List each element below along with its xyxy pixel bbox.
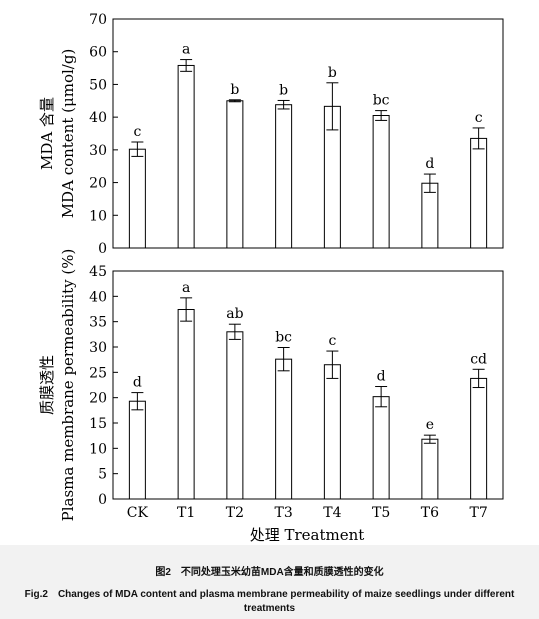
caption-en: Fig.2 Changes of MDA content and plasma … [24,589,515,614]
bar [470,377,488,500]
bar [226,100,244,249]
significance-letter: bc [275,330,292,346]
bar [372,115,390,249]
y-axis-title-zh: 质膜透性 [38,355,56,415]
significance-letter: c [475,110,483,126]
x-tick-label: T2 [226,505,244,521]
y-tick-label: 0 [98,492,107,508]
plot-frame [112,18,504,249]
x-tick-label: T6 [421,505,439,521]
bar [177,64,195,249]
significance-letter: c [133,124,141,140]
y-tick-label: 25 [89,365,107,381]
plot-frame [112,270,504,500]
y-axis-title: MDA content (μmol/g) [59,49,77,219]
y-tick-label: 10 [89,441,107,457]
bar [372,396,390,500]
y-tick-label: 30 [89,143,107,159]
significance-letter: a [182,42,190,58]
significance-letter: ab [226,306,243,322]
bar [421,182,439,249]
significance-letter: c [328,333,336,349]
x-tick-label: T7 [470,505,488,521]
y-tick-label: 10 [89,208,107,224]
y-tick-label: 20 [89,391,107,407]
y-tick-label: 40 [89,110,107,126]
x-tick-label: T1 [177,505,195,521]
permeability-panel: 0 5 10 15 20 25 30 35 40 45 质膜透性 Plasma membrane pe… [38,249,504,522]
caption: 图2 不同处理玉米幼苗MDA含量和质膜透性的变化 Fig.2 Changes o… [0,545,539,619]
bar [275,358,293,500]
y-tick-label: 15 [89,416,107,432]
bar [226,331,244,500]
y-tick-label: 60 [89,45,107,61]
bar [421,438,439,500]
y-tick-label: 20 [89,176,107,192]
bar [470,137,488,249]
bar [177,309,195,500]
significance-letter: b [230,82,239,98]
x-tick-label: T4 [323,505,341,521]
bar [323,364,341,500]
caption-zh: 图2 不同处理玉米幼苗MDA含量和质膜透性的变化 [155,567,384,578]
y-tick-label: 50 [89,77,107,93]
x-tick-label: T5 [372,505,390,521]
x-tick-label: CK [127,505,149,521]
significance-letter: e [426,417,434,433]
y-tick-label: 35 [89,315,107,331]
significance-letter: d [425,156,434,172]
significance-letter: b [279,82,288,98]
y-tick-label: 45 [89,264,107,280]
x-axis-title: 处理 Treatment [250,526,365,544]
significance-letter: b [328,65,337,81]
significance-letter: d [133,375,142,391]
mda-panel: 0 10 20 30 40 50 60 70 MDA 含量 MDA content (μmol/g… [38,12,504,257]
y-axis-title: Plasma membrane permeability (%) [59,249,77,522]
y-tick-label: 30 [89,340,107,356]
bar [128,148,146,249]
bar [275,104,293,249]
x-tick-label: T3 [275,505,293,521]
y-tick-label: 40 [89,289,107,305]
y-tick-label: 70 [89,12,107,28]
significance-letter: cd [470,351,487,367]
significance-letter: bc [373,93,390,109]
significance-letter: a [182,280,190,296]
y-tick-label: 0 [98,241,107,257]
y-tick-label: 5 [98,467,107,483]
significance-letter: d [377,369,386,385]
y-axis-title-zh: MDA 含量 [38,97,56,170]
bar [128,400,146,500]
